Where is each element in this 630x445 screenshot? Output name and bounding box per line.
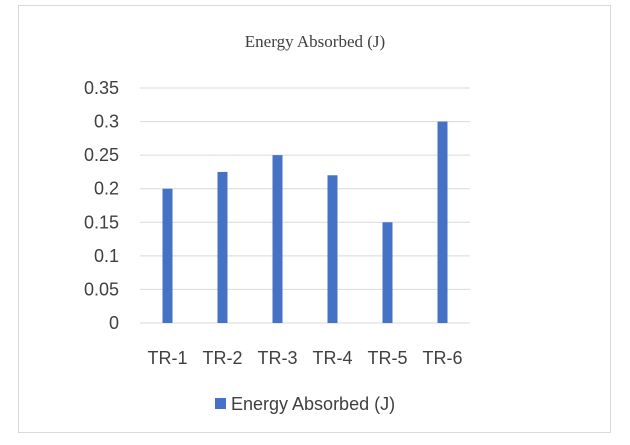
- legend-label: Energy Absorbed (J): [231, 394, 395, 414]
- x-tick-label: TR-1: [148, 348, 188, 368]
- x-tick-label: TR-2: [203, 348, 243, 368]
- bar-tr-3: [272, 155, 283, 323]
- y-tick-label: 0.2: [94, 179, 119, 199]
- y-tick-label: 0.15: [84, 212, 119, 232]
- x-tick-label: TR-4: [313, 348, 353, 368]
- bars: [162, 121, 448, 323]
- y-tick-label: 0: [109, 313, 119, 333]
- chart-title: Energy Absorbed (J): [244, 32, 386, 51]
- chart-area: [18, 5, 611, 433]
- bar-tr-6: [437, 121, 448, 323]
- legend-swatch: [215, 398, 226, 409]
- y-tick-label: 0.25: [84, 145, 119, 165]
- gridlines: [140, 87, 470, 324]
- x-axis-tick-labels: TR-1 TR-2 TR-3 TR-4 TR-5 TR-6: [148, 348, 463, 368]
- legend: Energy Absorbed (J): [215, 394, 395, 414]
- bar-tr-5: [382, 222, 393, 323]
- y-tick-label: 0.35: [84, 78, 119, 98]
- bar-tr-2: [217, 171, 228, 323]
- y-tick-label: 0.1: [94, 246, 119, 266]
- y-axis-tick-labels: 0 0.05 0.1 0.15 0.2 0.25 0.3 0.35: [84, 78, 119, 333]
- x-tick-label: TR-6: [423, 348, 463, 368]
- y-tick-label: 0.05: [84, 279, 119, 299]
- bar-tr-4: [327, 175, 338, 323]
- x-tick-label: TR-3: [258, 348, 298, 368]
- y-tick-label: 0.3: [94, 112, 119, 132]
- x-tick-label: TR-5: [368, 348, 408, 368]
- bar-tr-1: [162, 188, 173, 323]
